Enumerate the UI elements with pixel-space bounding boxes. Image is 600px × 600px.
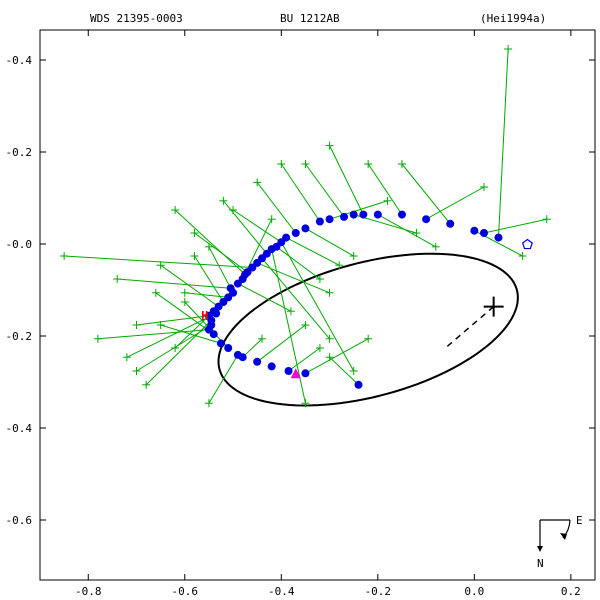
svg-text:0.2: 0.2: [561, 585, 581, 598]
svg-text:-0.8: -0.8: [75, 585, 102, 598]
plot-background: [0, 0, 600, 600]
title-left: WDS 21395-0003: [90, 12, 183, 25]
title-right: (Hei1994a): [480, 12, 546, 25]
svg-text:-0.2: -0.2: [6, 146, 33, 159]
title-center: BU 1212AB: [280, 12, 340, 25]
svg-text:-0.6: -0.6: [6, 514, 33, 527]
svg-text:-0.4: -0.4: [6, 54, 33, 67]
orbit-plot: WDS 21395-0003 BU 1212AB (Hei1994a) -0.8…: [0, 0, 600, 600]
svg-text:H: H: [201, 309, 208, 323]
svg-text:0.0: 0.0: [464, 585, 484, 598]
svg-text:-0.4: -0.4: [6, 422, 33, 435]
svg-text:E: E: [576, 514, 583, 527]
svg-text:-0.2: -0.2: [365, 585, 392, 598]
svg-text:-0.4: -0.4: [268, 585, 295, 598]
svg-text:-0.2: -0.2: [6, 330, 33, 343]
svg-text:N: N: [537, 557, 544, 570]
svg-text:-0.6: -0.6: [172, 585, 199, 598]
svg-text:-0.0: -0.0: [6, 238, 33, 251]
